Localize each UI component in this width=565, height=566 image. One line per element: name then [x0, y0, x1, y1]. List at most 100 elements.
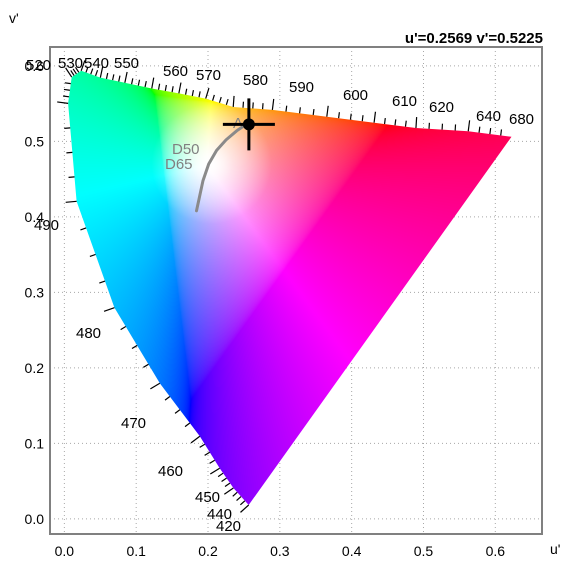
crosshair-cursor[interactable] — [222, 98, 275, 151]
y-tick-label: 0.1 — [25, 435, 45, 451]
locus-tick — [63, 88, 70, 91]
wavelength-label: 590 — [289, 79, 314, 96]
wavelength-label: 570 — [196, 67, 221, 84]
x-tick-label: 0.1 — [126, 543, 146, 559]
locus-tick — [72, 68, 77, 75]
locus-tick — [312, 108, 315, 116]
locus-tick — [205, 87, 210, 99]
locus-tick — [191, 89, 195, 97]
locus-tick — [105, 72, 109, 80]
locus-tick — [65, 67, 73, 78]
locus-tick — [57, 101, 69, 104]
locus-tick — [221, 477, 227, 483]
locus-tick — [232, 95, 235, 107]
locus-tick — [164, 395, 171, 401]
planckian-locus — [195, 121, 250, 213]
locus-tick — [224, 482, 231, 487]
locus-tick — [212, 94, 215, 101]
y-tick-label: 0.5 — [25, 133, 45, 149]
x-tick-label: 0.4 — [342, 543, 362, 559]
wavelength-label: 640 — [476, 108, 501, 125]
wavelength-label: 450 — [195, 489, 220, 506]
locus-tick — [99, 280, 106, 284]
wavelength-label: 420 — [216, 518, 241, 535]
locus-tick — [184, 88, 188, 95]
locus-tick — [298, 107, 301, 114]
cursor-point[interactable] — [242, 118, 255, 131]
plot-border — [49, 46, 543, 535]
locus-tick — [130, 78, 134, 85]
wavelength-label: 520 — [26, 57, 51, 74]
whitepoint-label: D50 — [172, 141, 200, 158]
locus-tick — [94, 70, 99, 77]
locus-tick — [271, 98, 275, 110]
locus-tick — [64, 127, 71, 130]
x-tick-label: 0.3 — [270, 543, 290, 559]
locus-tick — [500, 129, 503, 136]
locus-tick — [70, 70, 75, 76]
locus-tick — [151, 77, 155, 89]
locus-tick — [383, 117, 386, 125]
wavelength-label: 480 — [76, 325, 101, 342]
wavelength-label: 490 — [34, 217, 59, 234]
wavelength-label: 560 — [163, 63, 188, 80]
locus-tick — [80, 60, 86, 71]
tick-labels: 0.0 0.1 0.2 0.3 0.4 0.5 0.6 0.0 0.1 0.2 0.3 0.4 0.5 0… — [25, 58, 506, 559]
locus-tick — [66, 151, 73, 154]
locus-tick — [99, 66, 104, 78]
locus-tick — [150, 382, 161, 390]
y-tick-label: 0.4 — [25, 209, 45, 225]
locus-tick — [137, 79, 141, 86]
y-axis-label: v' — [9, 10, 19, 26]
locus-tick — [225, 98, 229, 106]
wavelength-label: 550 — [114, 55, 139, 72]
wavelength-label: 620 — [429, 99, 454, 116]
locus-tick — [394, 119, 397, 126]
locus-tick — [184, 422, 191, 428]
locus-tick — [131, 344, 138, 350]
locus-tick — [404, 120, 407, 127]
locus-tick — [85, 66, 89, 73]
locus-tick — [174, 409, 181, 414]
locus-tick — [478, 126, 481, 133]
x-tick-label: 0.2 — [198, 543, 218, 559]
wavelength-label: 680 — [509, 111, 534, 128]
planckian-curve — [195, 121, 250, 213]
locus-tick — [349, 113, 352, 120]
locus-tick — [190, 435, 201, 444]
locus-tick — [124, 71, 128, 83]
locus-ticks — [57, 60, 503, 513]
locus-tick — [157, 83, 161, 90]
locus-tick — [236, 496, 242, 501]
wavelength-label: 540 — [84, 55, 109, 72]
locus-tick — [209, 467, 220, 475]
plot-frame — [49, 46, 543, 535]
locus-tick — [239, 500, 246, 506]
wavelength-label: 440 — [207, 506, 232, 523]
locus-tick — [415, 116, 418, 129]
locus-tick — [74, 67, 80, 73]
locus-tick — [209, 459, 216, 464]
locus-tick — [232, 491, 238, 497]
locus-tick — [285, 105, 288, 112]
locus-tick — [218, 96, 222, 103]
x-tick-label: 0.0 — [55, 543, 75, 559]
wavelength-label: 460 — [158, 463, 183, 480]
locus-tick — [198, 91, 201, 98]
wavelength-label: 580 — [243, 72, 268, 89]
locus-tick — [204, 451, 211, 456]
y-tick-label: 0.6 — [25, 58, 45, 74]
locus-tick — [112, 74, 115, 81]
locus-tick — [64, 82, 71, 85]
wavelength-label: 470 — [121, 415, 146, 432]
locus-tick — [143, 363, 149, 368]
locus-tick — [89, 253, 96, 258]
locus-tick — [467, 120, 471, 132]
locus-tick — [326, 105, 329, 117]
locus-tick — [144, 81, 147, 88]
x-axis-label: u' — [550, 541, 561, 557]
locus-tick — [178, 82, 182, 94]
locus-tick — [338, 112, 340, 119]
locus-tick — [62, 95, 70, 98]
